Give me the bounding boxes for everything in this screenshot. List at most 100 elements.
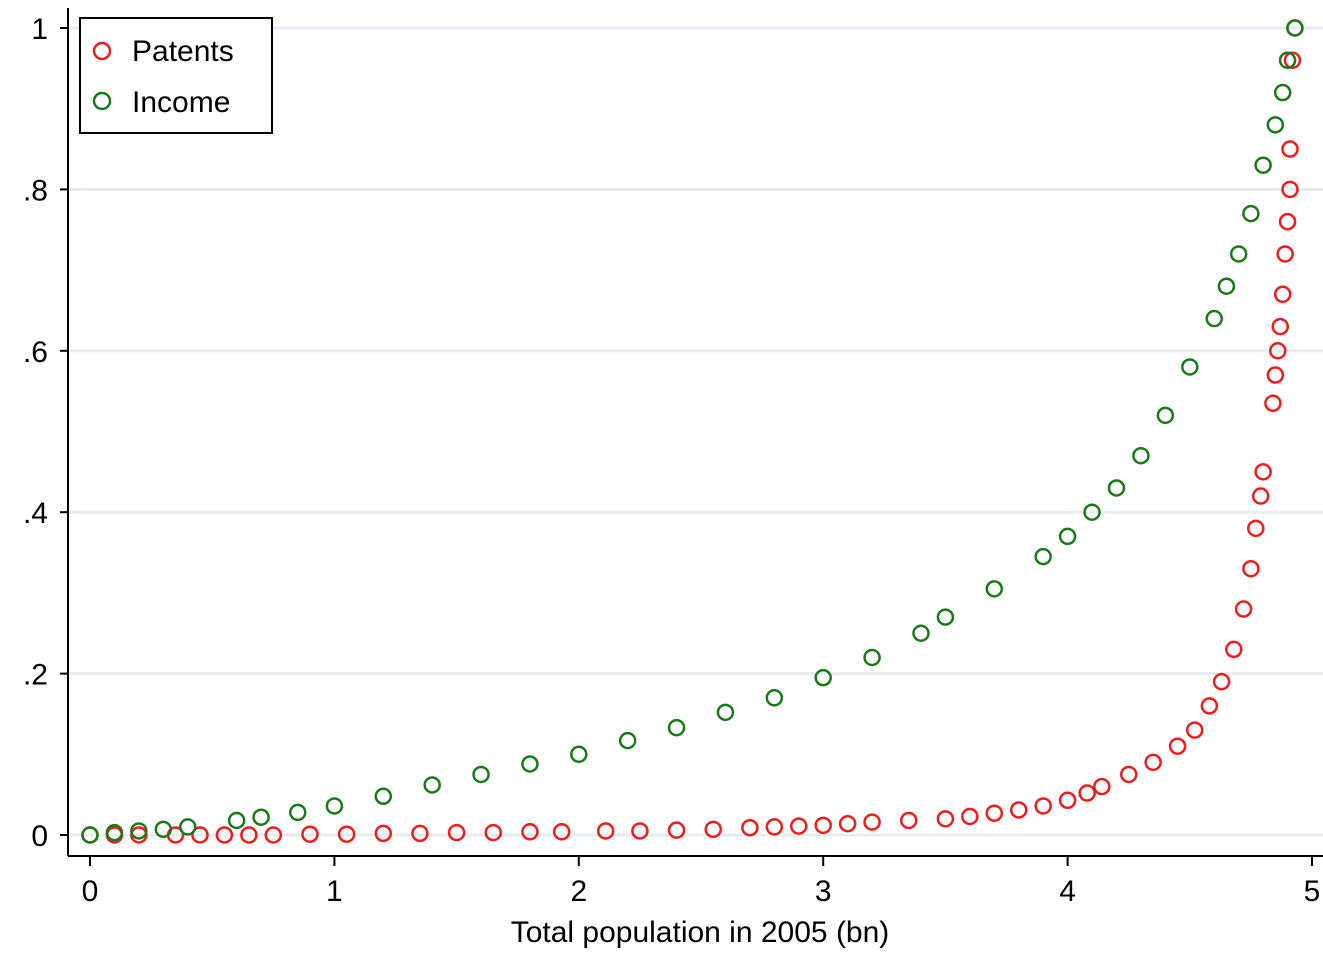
data-point-patents (411, 824, 429, 843)
data-point-patents (1266, 366, 1285, 384)
data-point-patents (191, 826, 209, 844)
data-point-income (1083, 503, 1101, 521)
data-point-income (1278, 51, 1297, 70)
data-point-patents (1283, 51, 1302, 70)
data-point-income (130, 822, 148, 840)
data-point-patents (1119, 765, 1138, 784)
data-point-patents (899, 811, 918, 830)
data-point-income (325, 797, 344, 815)
data-point-patents (1281, 140, 1299, 158)
data-point-income (1286, 19, 1304, 37)
data-point-patents (1247, 519, 1265, 538)
data-point-income (521, 755, 539, 773)
data-point-patents (301, 825, 319, 843)
legend-label-income: Income (132, 86, 230, 119)
legend-marker-patents (92, 41, 112, 61)
x-tick-label: 4 (1059, 875, 1076, 908)
data-point-income (667, 718, 686, 737)
y-tick-label: .2 (23, 659, 48, 692)
data-point-income (1217, 277, 1236, 295)
data-point-patents (1144, 753, 1162, 772)
data-point-patents (838, 814, 857, 833)
data-point-patents (1276, 245, 1294, 263)
data-point-patents (765, 818, 784, 836)
data-point-patents (1168, 737, 1187, 755)
data-point-income (227, 811, 246, 830)
data-point-patents (814, 816, 832, 835)
data-point-income (1181, 358, 1199, 376)
data-point-patents (1273, 285, 1292, 304)
x-tick-label: 3 (815, 875, 832, 908)
data-point-patents (1254, 463, 1272, 481)
data-point-patents (1278, 212, 1297, 231)
data-point-patents (1058, 791, 1077, 810)
data-point-income (1254, 156, 1272, 174)
data-point-patents (1271, 317, 1289, 336)
data-point-patents (936, 810, 955, 828)
data-point-income (1107, 479, 1126, 497)
data-point-income (618, 731, 637, 750)
data-point-patents (240, 826, 258, 844)
data-point-patents (447, 823, 466, 842)
data-point-patents (215, 826, 234, 844)
x-tick-label: 1 (326, 875, 343, 908)
data-point-income (863, 648, 881, 667)
data-point-patents (596, 822, 615, 840)
data-point-patents (1093, 777, 1111, 796)
data-point-income (1242, 204, 1260, 223)
data-point-patents (1200, 697, 1219, 715)
data-point-income (105, 823, 124, 842)
data-point-income (716, 703, 735, 722)
data-point-income (1273, 83, 1292, 102)
data-point-income (765, 689, 784, 707)
data-point-income (1058, 527, 1077, 546)
data-point-income (423, 776, 441, 794)
data-point-patents (1009, 801, 1028, 819)
data-point-patents (631, 822, 649, 840)
legend-box (79, 17, 273, 134)
data-point-income (912, 624, 930, 642)
data-point-patents (1212, 672, 1231, 691)
data-point-income (936, 608, 955, 626)
data-points (81, 19, 1304, 844)
data-point-income (374, 787, 393, 806)
legend-marker-income (92, 91, 112, 111)
data-point-patents (337, 825, 356, 843)
data-point-patents (1234, 600, 1253, 618)
data-point-patents (1269, 342, 1287, 360)
data-point-income (1132, 446, 1150, 465)
y-tick-label: .6 (23, 336, 48, 369)
data-point-patents (1078, 784, 1096, 802)
data-point-income (154, 820, 173, 839)
data-point-income (472, 765, 490, 784)
data-point-patents (1251, 487, 1270, 505)
data-point-income (985, 580, 1004, 598)
x-tick-label: 2 (570, 875, 587, 908)
data-point-patents (667, 821, 686, 839)
data-point-patents (521, 823, 539, 841)
data-point-patents (264, 826, 283, 844)
data-point-patents (704, 820, 722, 839)
data-point-income (814, 668, 832, 687)
data-point-income (81, 826, 99, 844)
data-point-income (1034, 547, 1052, 566)
x-tick-label: 5 (1304, 875, 1321, 908)
data-point-patents (863, 813, 881, 831)
data-point-patents (1034, 797, 1052, 815)
gridlines (69, 26, 1323, 837)
data-point-patents (1281, 180, 1299, 199)
data-point-patents (484, 823, 503, 842)
data-point-income (179, 818, 197, 836)
y-tick-label: 0 (31, 820, 48, 853)
data-point-patents (961, 807, 979, 826)
x-ticks: 0 1 2 3 4 5 (82, 856, 1321, 908)
data-point-patents (985, 804, 1004, 822)
x-tick-label: 0 (82, 875, 99, 908)
data-point-income (1156, 406, 1175, 425)
y-ticks: 0 .2 .4 .6 .8 1 (23, 13, 68, 853)
series-income (81, 19, 1304, 844)
data-point-patents (552, 823, 571, 841)
data-point-patents (1264, 394, 1282, 413)
data-point-patents (1242, 559, 1260, 578)
